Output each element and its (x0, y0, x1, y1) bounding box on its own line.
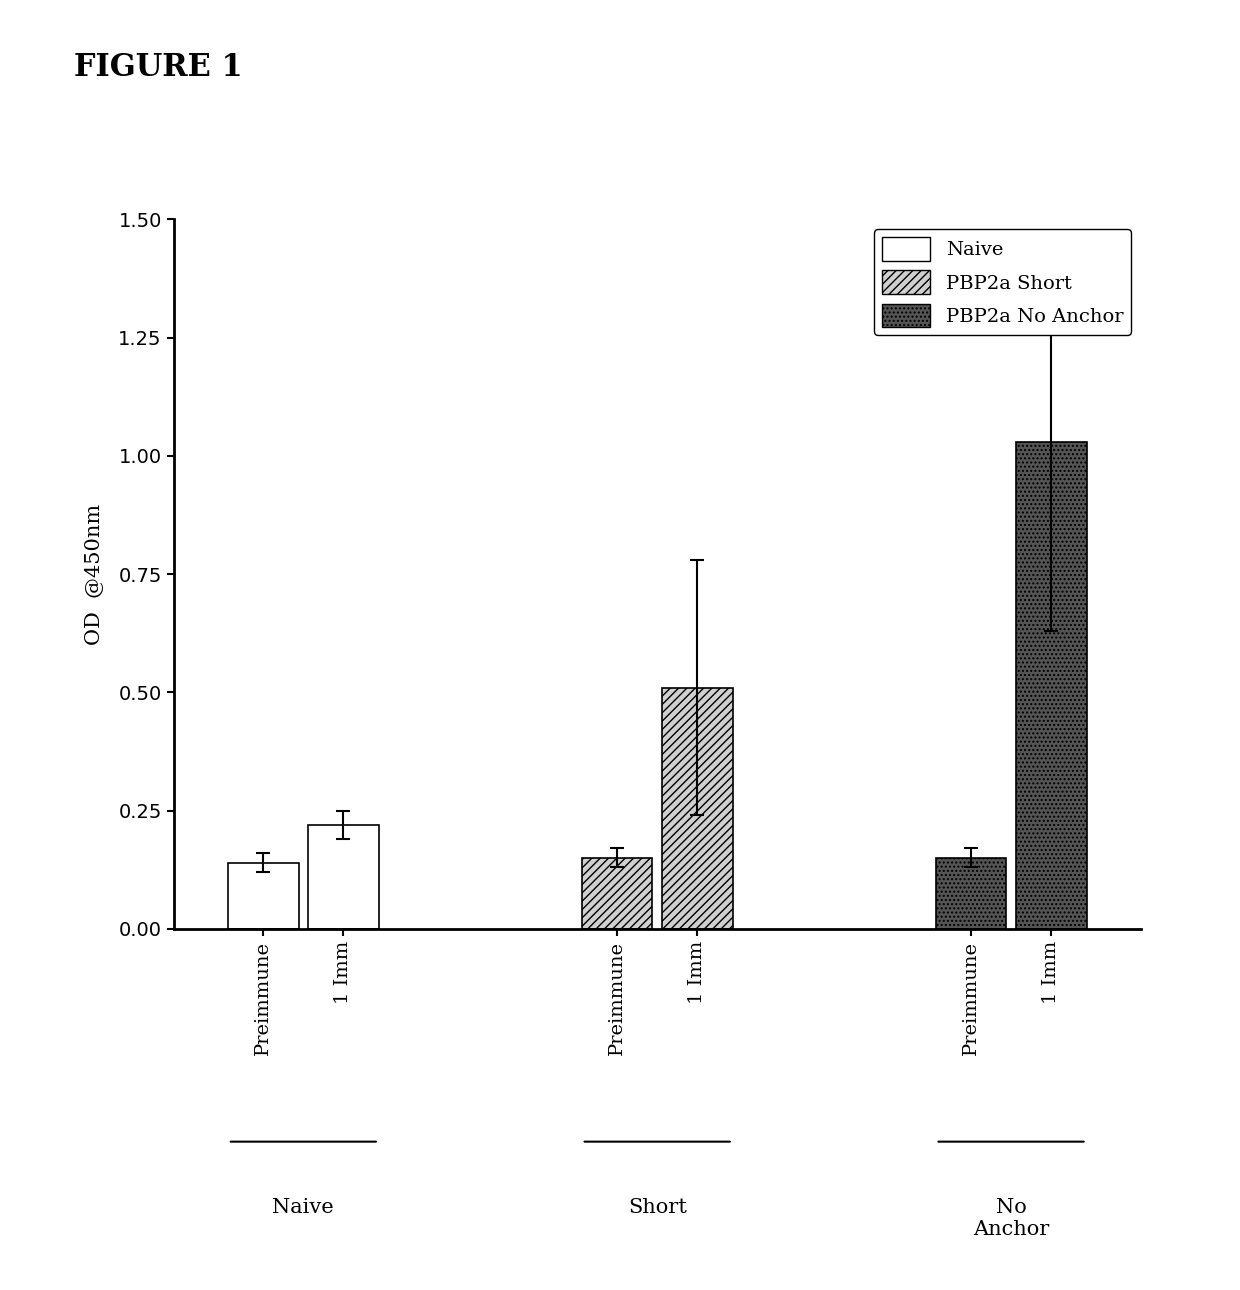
Text: FIGURE 1: FIGURE 1 (74, 52, 243, 83)
Bar (1016, 441, 1086, 929)
Bar (308, 824, 379, 929)
Bar (662, 688, 733, 929)
Text: No
Anchor: No Anchor (973, 1198, 1049, 1240)
Y-axis label: OD  @450nm: OD @450nm (86, 503, 104, 645)
Text: Naive: Naive (273, 1198, 335, 1218)
Bar (935, 858, 1007, 929)
Legend: Naive, PBP2a Short, PBP2a No Anchor: Naive, PBP2a Short, PBP2a No Anchor (874, 230, 1131, 335)
Bar (582, 858, 652, 929)
Text: Short: Short (627, 1198, 687, 1218)
Bar (228, 863, 299, 929)
